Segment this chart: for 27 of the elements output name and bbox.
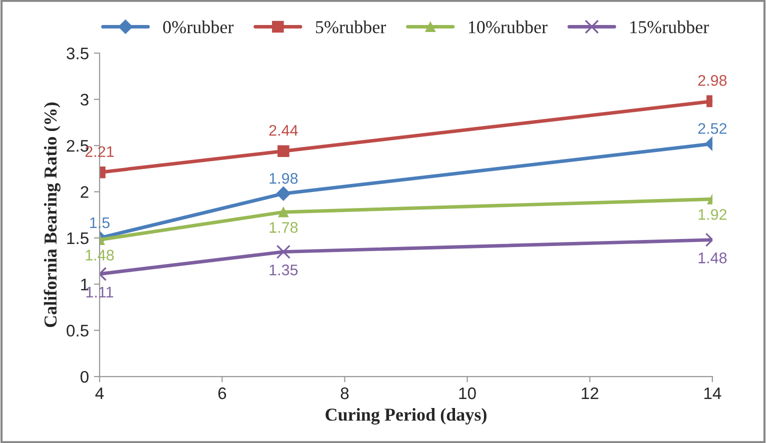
y-tick-label: 3	[80, 94, 88, 106]
y-tick-label: 1	[81, 278, 88, 290]
data-label: 1.35	[270, 264, 298, 276]
x-tick-label: 4	[95, 388, 104, 400]
y-tick-label: 1.5	[67, 232, 88, 244]
legend-label: 0%rubber	[163, 20, 234, 34]
y-tick-label: 0.5	[66, 324, 88, 337]
legend-label: 15%rubber	[630, 20, 709, 34]
data-label: 2.52	[698, 123, 726, 134]
x-tick-label: 10	[459, 387, 476, 400]
data-label: 1.98	[270, 172, 298, 184]
y-tick-label: 3.5	[66, 48, 88, 60]
y-tick-label: 0	[80, 370, 89, 383]
x-tick-label: 8	[340, 387, 349, 400]
x-tick-label: 14	[704, 388, 722, 400]
data-label: 2.98	[698, 75, 727, 86]
y-tick-label: 2	[80, 186, 88, 198]
data-label: 1.92	[698, 209, 726, 220]
legend-label: 10%rubber	[468, 20, 548, 34]
data-label: 1.48	[698, 252, 727, 264]
x-tick-label: 12	[582, 387, 598, 400]
legend-label: 5%rubber	[316, 20, 386, 34]
x-tick-label: 6	[218, 387, 226, 400]
x-axis-title: Curing Period (days)	[326, 408, 486, 425]
data-label: 1.78	[270, 222, 298, 233]
y-axis-title: California Bearing Ratio (%)	[44, 102, 60, 328]
data-label: 2.44	[269, 124, 298, 136]
